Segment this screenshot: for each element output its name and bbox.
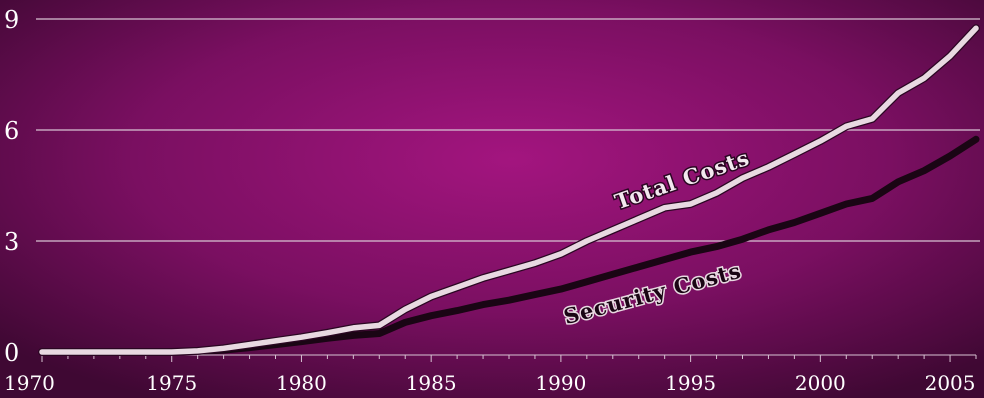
grid-lines <box>36 18 980 242</box>
series-lines <box>38 24 980 356</box>
x-tick-label-1985: 1985 <box>406 371 457 395</box>
series-line-total-costs <box>39 25 979 355</box>
x-tick-label-1975: 1975 <box>146 371 197 395</box>
x-tick-label-1990: 1990 <box>535 371 586 395</box>
x-tick-label-1970: 1970 <box>4 371 55 395</box>
y-tick-label-6: 6 <box>4 117 19 145</box>
x-tick-label-1995: 1995 <box>665 371 716 395</box>
x-axis-ticks: 1970 1975 1980 1985 1990 1995 2000 2005 <box>4 354 977 395</box>
y-tick-label-3: 3 <box>4 228 19 256</box>
y-tick-label-9: 9 <box>4 6 19 34</box>
x-tick-label-1980: 1980 <box>276 371 327 395</box>
y-tick-label-0: 0 <box>4 339 19 367</box>
y-axis-ticks: 0 3 6 9 <box>4 6 19 367</box>
x-tick-label-2000: 2000 <box>795 371 846 395</box>
x-tick-label-2005: 2005 <box>925 371 976 395</box>
